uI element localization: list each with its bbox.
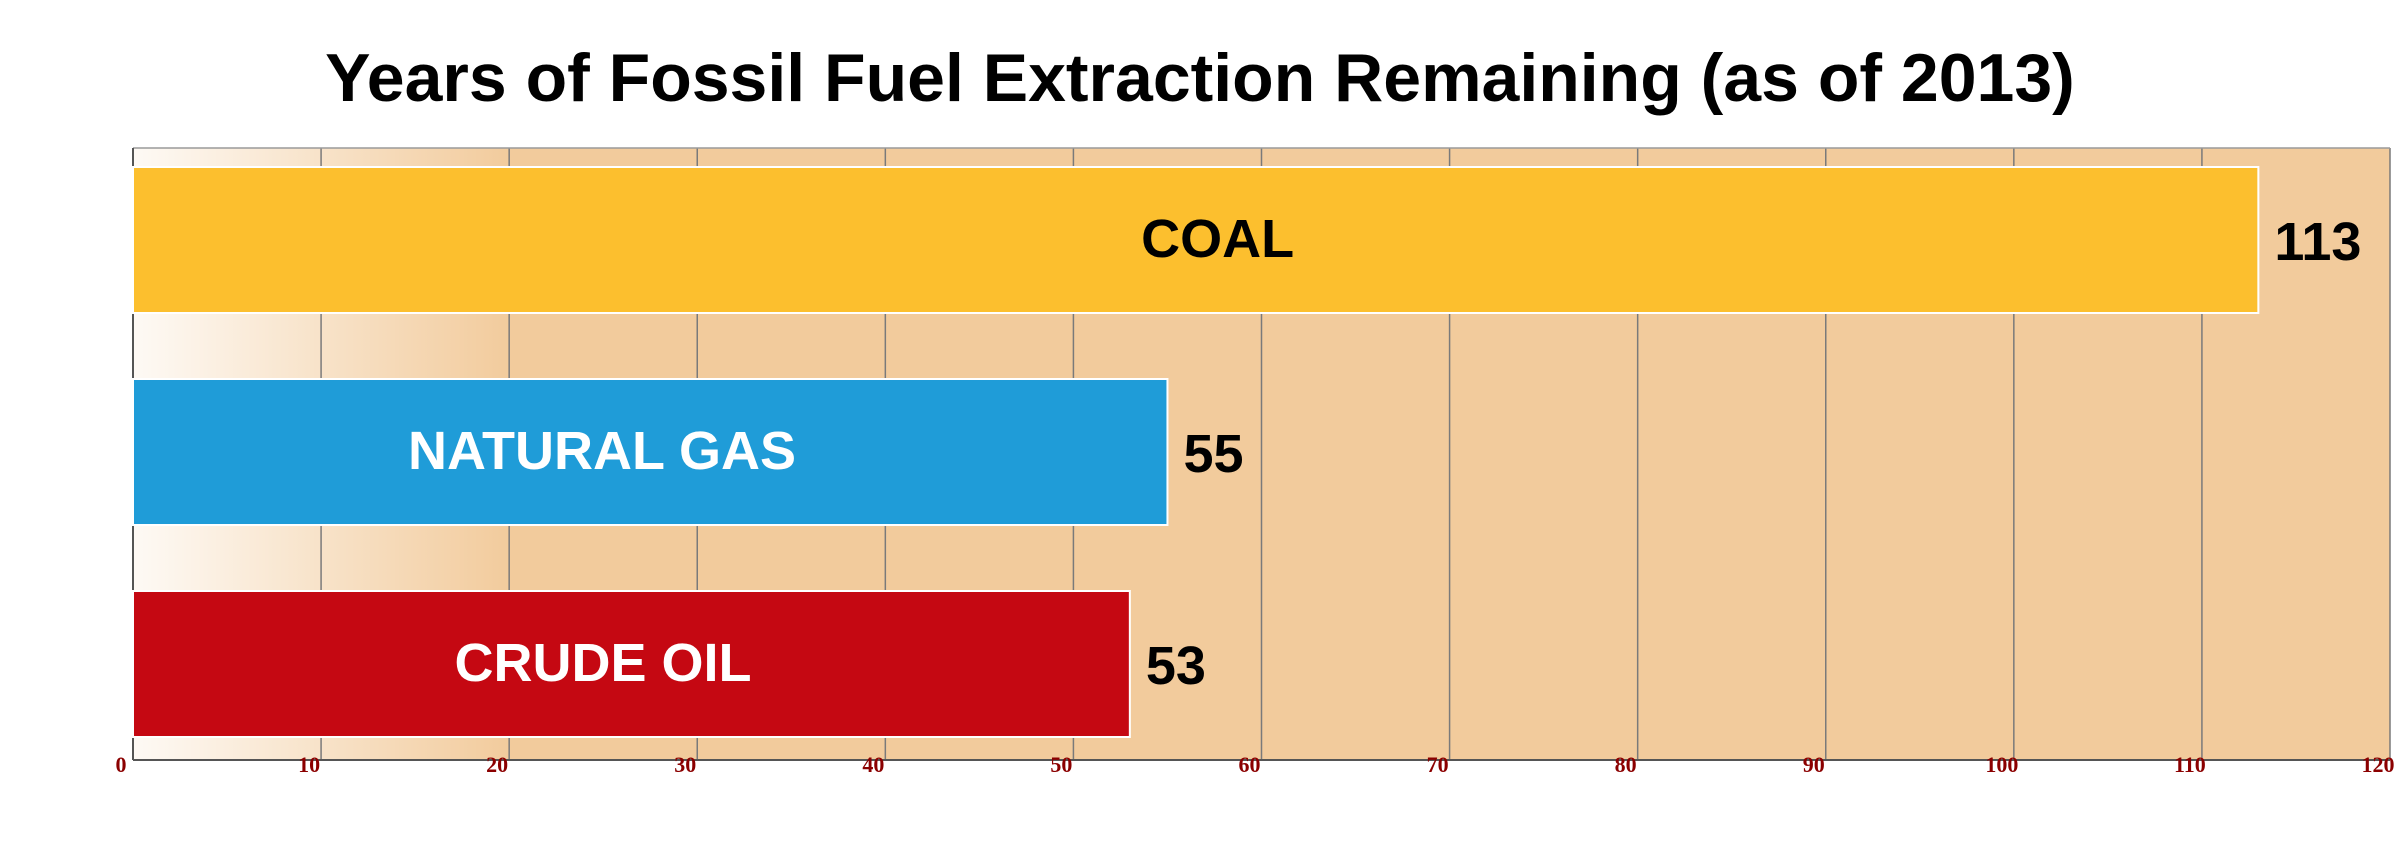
value-label-natural-gas: 55 [1183,424,1243,484]
chart-title: Years of Fossil Fuel Extraction Remainin… [325,40,2075,116]
value-label-crude-oil: 53 [1146,636,1206,696]
x-tick-label-110: 110 [2174,752,2206,777]
x-tick-label-30: 30 [674,752,696,777]
bar-crude-oil [132,590,1131,738]
bar-coal [132,166,2260,314]
x-tick-label-50: 50 [1050,752,1072,777]
x-tick-label-20: 20 [486,752,508,777]
bar-natural-gas [132,378,1169,526]
value-label-coal: 113 [2274,212,2361,272]
x-tick-label-60: 60 [1239,752,1261,777]
x-tick-label-0: 0 [116,752,127,777]
x-tick-label-70: 70 [1427,752,1449,777]
bar-label-crude-oil: CRUDE OIL [455,633,752,693]
x-tick-label-10: 10 [298,752,320,777]
bar-label-coal: COAL [1141,209,1294,269]
bar-label-natural-gas: NATURAL GAS [408,421,796,481]
x-tick-label-40: 40 [862,752,884,777]
x-tick-label-100: 100 [1985,752,2018,777]
x-tick-label-90: 90 [1803,752,1825,777]
x-tick-label-80: 80 [1615,752,1637,777]
x-tick-label-120: 120 [2362,752,2395,777]
